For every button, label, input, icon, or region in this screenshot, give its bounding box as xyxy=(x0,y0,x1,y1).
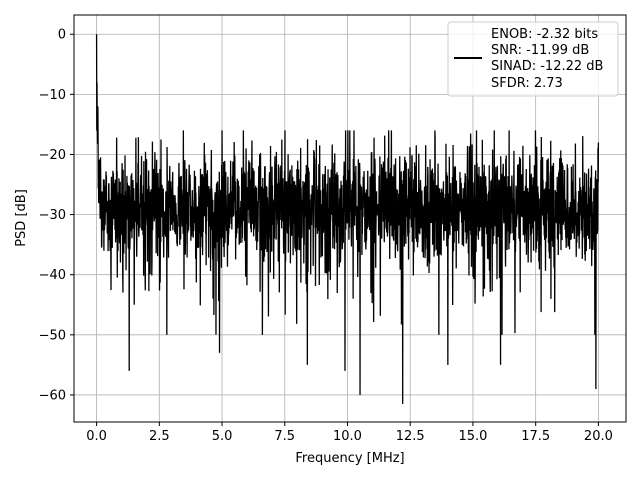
x-tick-label: 0.0 xyxy=(86,429,107,444)
y-tick-label: −60 xyxy=(39,388,66,403)
x-tick-label: 5.0 xyxy=(212,429,233,444)
legend-box xyxy=(447,21,619,97)
series-layer xyxy=(95,34,600,404)
x-ticks: 0.0 2.5 5.0 7.5 10.0 12.5 15.0 17.5 20.0 xyxy=(86,422,613,444)
legend-entry-sfdr: SFDR: 2.73 xyxy=(491,76,563,91)
y-tick-label: 0 xyxy=(58,28,66,43)
y-tick-label: −30 xyxy=(39,208,66,223)
legend: ENOB: -2.32 bits SNR: -11.99 dB SINAD: -… xyxy=(447,21,619,97)
y-axis-label: PSD [dB] xyxy=(14,189,29,247)
y-tick-label: −20 xyxy=(39,148,66,163)
legend-entry-sinad: SINAD: -12.22 dB xyxy=(491,59,603,74)
x-tick-label: 17.5 xyxy=(521,429,550,444)
x-tick-label: 20.0 xyxy=(584,429,613,444)
legend-entry-enob: ENOB: -2.32 bits xyxy=(491,27,598,42)
x-tick-label: 12.5 xyxy=(396,429,425,444)
x-tick-label: 15.0 xyxy=(458,429,487,444)
y-tick-label: −10 xyxy=(39,88,66,103)
x-axis-label: Frequency [MHz] xyxy=(295,451,404,466)
y-tick-label: −50 xyxy=(39,328,66,343)
y-ticks: 0 −10 −20 −30 −40 −50 −60 xyxy=(39,28,74,403)
x-tick-label: 2.5 xyxy=(149,429,170,444)
x-tick-label: 10.0 xyxy=(333,429,362,444)
psd-series-line xyxy=(95,34,600,404)
x-tick-label: 7.5 xyxy=(274,429,295,444)
legend-entry-snr: SNR: -11.99 dB xyxy=(491,43,589,58)
plot-frame xyxy=(73,14,627,423)
y-tick-label: −40 xyxy=(39,268,66,283)
